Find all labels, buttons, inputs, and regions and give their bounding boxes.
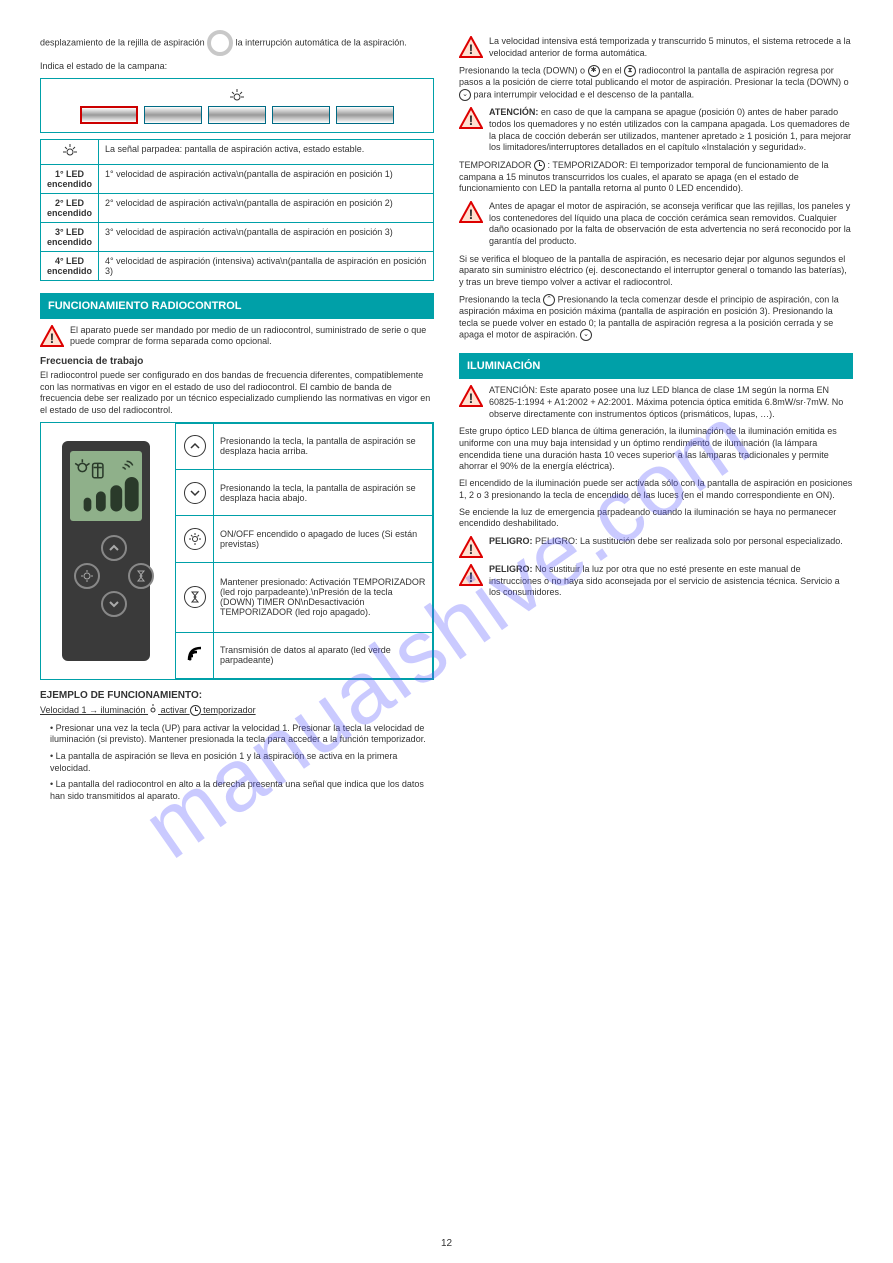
- led-row3-code: 3° LED encendido: [41, 222, 99, 251]
- left-column: desplazamiento de la rejilla de aspiraci…: [40, 30, 434, 808]
- warn-atencion: ATENCIÓN: en caso de que la campana se a…: [489, 107, 853, 154]
- example-last: • La pantalla del radiocontrol en alto a…: [50, 779, 434, 802]
- led-row3-desc: 3° velocidad de aspiración activa\n(pant…: [99, 222, 434, 251]
- remote-wifi-desc: Transmisión de datos al aparato (led ver…: [214, 632, 433, 678]
- body-light2: El encendido de la iluminación puede ser…: [459, 478, 853, 501]
- body-press: Presionando la tecla ⌃ Presionando la te…: [459, 294, 853, 342]
- warn-led-class: ATENCIÓN: Este aparato posee una luz LED…: [489, 385, 853, 420]
- bulb-icon: [63, 144, 77, 158]
- led-row2-desc: 2° velocidad de aspiración activa\n(pant…: [99, 193, 434, 222]
- led-row-icon-cell: [41, 139, 99, 164]
- warn-radiocontrol: El aparato puede ser mandado por medio d…: [70, 325, 434, 348]
- led-row1-code: 1° LED encendido: [41, 164, 99, 193]
- bulb-indicator: [47, 89, 427, 103]
- timer-icon: [184, 586, 206, 608]
- body-timer: TEMPORIZADOR : TEMPORIZADOR: El temporiz…: [459, 160, 853, 195]
- remote-light-desc: ON/OFF encendido o apagado de luces (Si …: [214, 516, 433, 562]
- led-row1-desc: 1° velocidad de aspiración activa\n(pant…: [99, 164, 434, 193]
- page-number: 12: [0, 1238, 893, 1249]
- warn-danger2: PELIGRO: No sustituir la luz por otra qu…: [489, 564, 853, 599]
- tiny-clock-icon: [534, 160, 545, 171]
- tiny-up-icon: ⌃: [543, 294, 555, 306]
- led-row4-desc: 4° velocidad de aspiración (intensiva) a…: [99, 251, 434, 280]
- remote-screen: [70, 451, 142, 521]
- hood-button-4: [272, 106, 330, 124]
- hood-button-2: [144, 106, 202, 124]
- button-panel: [40, 78, 434, 133]
- led-status-table: La señal parpadea: pantalla de aspiració…: [40, 139, 434, 281]
- hood-button-5: [336, 106, 394, 124]
- body-block: Si se verifica el bloqueo de la pantalla…: [459, 254, 853, 289]
- warning-icon: !: [459, 564, 483, 586]
- remote-timer-desc: Mantener presionado: Activación TEMPORIZ…: [214, 562, 433, 632]
- right-column: ! La velocidad intensiva está temporizad…: [459, 30, 853, 808]
- remote-up-desc: Presionando la tecla, la pantalla de asp…: [214, 423, 433, 469]
- example-title: EJEMPLO DE FUNCIONAMIENTO:: [40, 690, 434, 701]
- warn-danger1: PELIGRO: PELIGRO: La sustitución debe se…: [489, 536, 853, 558]
- svg-text:!: !: [469, 41, 474, 57]
- section-iluminacion: ILUMINACIÓN: [459, 353, 853, 379]
- tiny-clock-icon: [190, 705, 201, 716]
- body-light3: Se enciende la luz de emergencia parpade…: [459, 507, 853, 530]
- warning-icon: !: [40, 325, 64, 347]
- intro-text: desplazamiento de la rejilla de aspiraci…: [40, 30, 434, 56]
- tiny-light-icon: ✱: [588, 65, 600, 77]
- up-icon: [184, 435, 206, 457]
- remote-light-button: [74, 563, 100, 589]
- warning-icon: !: [459, 385, 483, 407]
- hood-button-3: [208, 106, 266, 124]
- svg-text:!: !: [469, 206, 474, 222]
- remote-down-desc: Presionando la tecla, la pantalla de asp…: [214, 470, 433, 516]
- body-down: Presionando la tecla (DOWN) o ✱ en el ⧗ …: [459, 65, 853, 101]
- light-icon: [184, 528, 206, 550]
- warning-icon: !: [459, 201, 483, 223]
- remote-up-button: [101, 535, 127, 561]
- wifi-icon: [185, 656, 205, 666]
- svg-text:!: !: [469, 541, 474, 557]
- ring-icon: [207, 30, 233, 56]
- led-row4-code: 4° LED encendido: [41, 251, 99, 280]
- freq-body: El radiocontrol puede ser configurado en…: [40, 370, 434, 417]
- hood-button-1: [80, 106, 138, 124]
- status-title: Indica el estado de la campana:: [40, 61, 434, 73]
- led-row-icon-desc: La señal parpadea: pantalla de aspiració…: [99, 139, 434, 164]
- tiny-bulb-icon: [148, 704, 158, 718]
- example-body1: • Presionar una vez la tecla (UP) para a…: [50, 723, 434, 746]
- svg-text:!: !: [50, 330, 55, 346]
- led-row2-code: 2° LED encendido: [41, 193, 99, 222]
- remote-control-image: [62, 441, 150, 661]
- warn-intensive: La velocidad intensiva está temporizada …: [489, 36, 853, 59]
- section-radiocontrol: FUNCIONAMIENTO RADIOCONTROL: [40, 293, 434, 319]
- tiny-timer-icon: ⧗: [624, 65, 636, 77]
- warning-icon: !: [459, 36, 483, 58]
- remote-layout: Presionando la tecla, la pantalla de asp…: [40, 422, 434, 680]
- warning-icon: !: [459, 536, 483, 558]
- svg-text:!: !: [469, 390, 474, 406]
- tiny-down-icon: ⌄: [580, 329, 592, 341]
- remote-down-button: [101, 591, 127, 617]
- example-sub: Velocidad 1 → iluminación activar tempor…: [40, 704, 434, 718]
- remote-button-table: Presionando la tecla, la pantalla de asp…: [175, 423, 433, 679]
- svg-text:!: !: [469, 112, 474, 128]
- remote-timer-button: [128, 563, 154, 589]
- warning-icon: !: [459, 107, 483, 129]
- warn-before-off: Antes de apagar el motor de aspiración, …: [489, 201, 853, 248]
- svg-text:!: !: [469, 569, 474, 585]
- down-icon: [184, 482, 206, 504]
- freq-title: Frecuencia de trabajo: [40, 356, 434, 367]
- body-light1: Este grupo óptico LED blanca de última g…: [459, 426, 853, 473]
- example-body2: • La pantalla de aspiración se lleva en …: [50, 751, 434, 774]
- tiny-down-icon: ⌄: [459, 89, 471, 101]
